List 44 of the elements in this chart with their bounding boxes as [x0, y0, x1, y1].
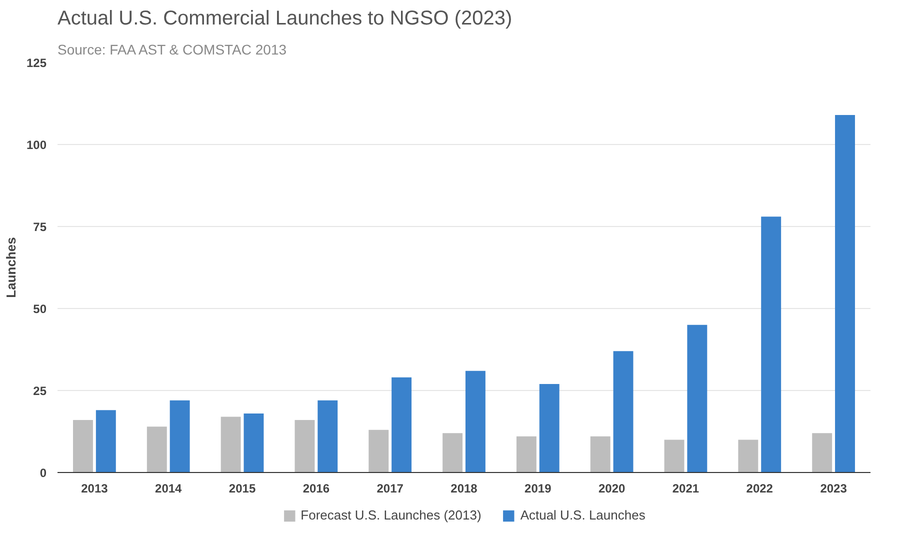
bar: [244, 413, 264, 472]
bar: [442, 433, 463, 472]
y-tick-label: 125: [26, 56, 47, 70]
bar: [170, 400, 190, 472]
x-tick-label: 2015: [228, 482, 256, 496]
y-axis-title: Launches: [3, 237, 18, 298]
bar: [812, 433, 832, 472]
bar: [294, 420, 315, 472]
chart-title: Actual U.S. Commercial Launches to NGSO (2023): [58, 8, 512, 30]
bar: [368, 430, 389, 472]
x-tick-label: 2014: [155, 482, 182, 496]
x-tick-label: 2013: [81, 482, 108, 496]
y-tick-label: 75: [33, 220, 47, 234]
bar: [392, 377, 412, 472]
x-tick-label: 2019: [524, 482, 552, 496]
bar: [613, 351, 634, 472]
x-tick-label: 2016: [302, 482, 330, 496]
legend-label: Forecast U.S. Launches (2013): [300, 508, 482, 522]
bar: [146, 426, 167, 472]
bar: [516, 436, 536, 472]
bar: [687, 324, 708, 472]
bar: [220, 416, 241, 472]
bar: [835, 114, 855, 472]
x-tick-label: 2018: [450, 482, 478, 496]
x-tick-label: 2022: [746, 482, 774, 496]
bar: [318, 400, 338, 472]
bar: [539, 384, 560, 472]
y-tick-label: 50: [33, 302, 47, 316]
bar: [590, 436, 610, 472]
bar: [738, 440, 758, 472]
bar: [96, 410, 116, 472]
y-tick-label: 25: [33, 384, 47, 398]
y-tick-label: 0: [40, 466, 47, 480]
legend-label: Actual U.S. Launches: [520, 508, 646, 522]
x-tick-label: 2020: [598, 482, 626, 496]
chart-subtitle: Source: FAA AST & COMSTAC 2013: [58, 42, 287, 58]
x-tick-label: 2023: [820, 482, 848, 496]
x-tick-label: 2017: [376, 482, 404, 496]
x-tick-label: 2021: [672, 482, 700, 496]
y-tick-label: 100: [26, 138, 47, 152]
bar: [73, 420, 93, 472]
bar: [465, 370, 486, 472]
bar: [664, 440, 684, 472]
bar: [761, 216, 782, 472]
